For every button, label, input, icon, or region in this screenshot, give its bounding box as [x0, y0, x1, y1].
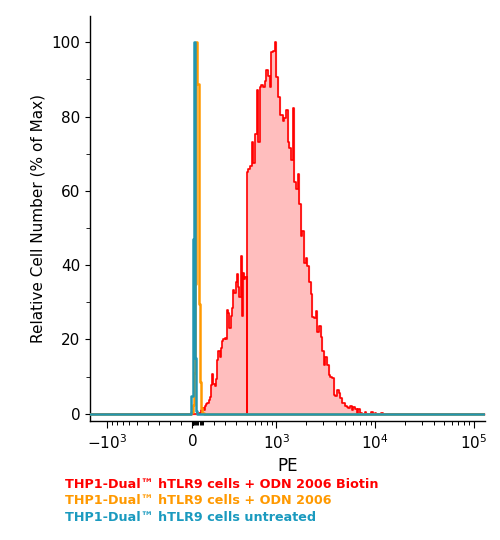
- Text: THP1-Dual™ hTLR9 cells + ODN 2006 Biotin: THP1-Dual™ hTLR9 cells + ODN 2006 Biotin: [65, 477, 378, 491]
- Text: THP1-Dual™ hTLR9 cells + ODN 2006: THP1-Dual™ hTLR9 cells + ODN 2006: [65, 494, 332, 508]
- Y-axis label: Relative Cell Number (% of Max): Relative Cell Number (% of Max): [31, 94, 46, 343]
- X-axis label: PE: PE: [277, 457, 298, 475]
- Text: THP1-Dual™ hTLR9 cells untreated: THP1-Dual™ hTLR9 cells untreated: [65, 511, 316, 524]
